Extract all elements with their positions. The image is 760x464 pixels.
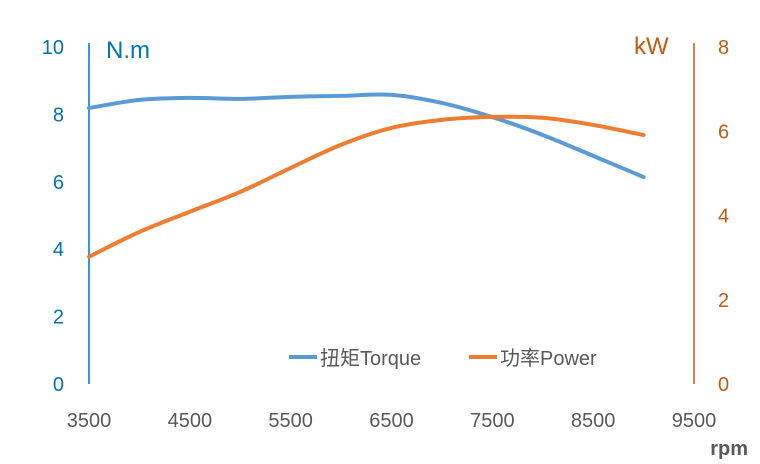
series-line-0 — [87, 92, 646, 180]
x-tick-label: 3500 — [67, 410, 112, 432]
y-right-tick-label: 2 — [718, 290, 729, 312]
x-tick-label: 9500 — [672, 410, 717, 432]
x-tick-label: 4500 — [168, 410, 213, 432]
x-axis-title: rpm — [710, 438, 748, 460]
y-right-tick-label: 4 — [718, 206, 729, 228]
legend-label-1: 功率Power — [500, 347, 597, 370]
y-right-tick-label: 0 — [718, 374, 729, 396]
y-right-tick-label: 8 — [718, 37, 729, 59]
y-left-tick-label: 0 — [53, 374, 64, 396]
x-tick-label: 6500 — [369, 410, 414, 432]
y-left-tick-label: 6 — [53, 172, 64, 194]
x-tick-label: 5500 — [268, 410, 313, 432]
x-tick-label: 8500 — [571, 410, 616, 432]
y-right-tick-label: 6 — [718, 121, 729, 143]
y-left-tick-label: 2 — [53, 307, 64, 329]
y-left-axis-title: N.m — [106, 37, 150, 64]
x-tick-label: 7500 — [470, 410, 515, 432]
series-line-1 — [87, 114, 646, 259]
y-right-axis-title: kW — [634, 33, 669, 60]
legend-label-0: 扭矩Torque — [320, 347, 421, 370]
y-left-tick-label: 8 — [53, 104, 64, 126]
y-left-tick-label: 10 — [42, 37, 64, 59]
y-left-tick-label: 4 — [53, 239, 64, 261]
